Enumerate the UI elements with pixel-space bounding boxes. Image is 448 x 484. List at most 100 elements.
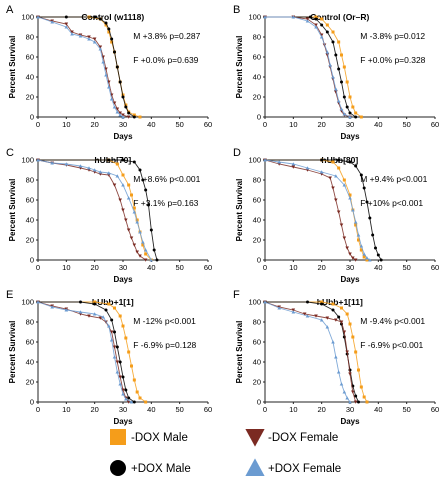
- data-point: [277, 160, 281, 164]
- data-point: [340, 80, 343, 84]
- data-point: [70, 32, 74, 36]
- data-point: [155, 258, 159, 262]
- data-point: [291, 162, 296, 166]
- panel-e: E 0 10 20 30 40 50 60 0 20 40 60 80 100 Days Percent Su…: [6, 289, 212, 426]
- x-axis-label: Days: [113, 275, 133, 284]
- x-tick-label: 40: [374, 120, 382, 129]
- data-point: [374, 246, 377, 250]
- data-point: [135, 218, 139, 222]
- data-point: [331, 340, 335, 344]
- data-point: [379, 258, 383, 262]
- data-point: [104, 21, 108, 25]
- data-point: [331, 302, 335, 306]
- data-point: [87, 166, 91, 170]
- data-point: [121, 173, 125, 177]
- x-tick-label: 50: [175, 120, 183, 129]
- y-tick-label: 40: [26, 358, 34, 367]
- data-point: [336, 99, 341, 103]
- x-tick-label: 20: [317, 120, 325, 129]
- data-point: [92, 168, 97, 172]
- data-point: [348, 252, 352, 256]
- data-point: [132, 210, 137, 214]
- legend-label: +DOX Male: [131, 463, 191, 475]
- series--dox-male: [36, 300, 136, 404]
- stat-annotation: F +0.0% p=0.639: [133, 55, 198, 65]
- data-point: [93, 302, 97, 306]
- panel-letter: F: [233, 289, 240, 301]
- data-point: [337, 315, 341, 319]
- data-point: [362, 395, 366, 399]
- x-tick-label: 30: [119, 120, 127, 129]
- data-point: [110, 37, 114, 41]
- data-point: [107, 302, 111, 306]
- data-point: [319, 318, 324, 322]
- legend-label: -DOX Female: [268, 432, 338, 444]
- data-point: [319, 170, 324, 174]
- data-point: [320, 17, 324, 21]
- data-point: [325, 50, 330, 54]
- data-point: [98, 47, 103, 51]
- data-point: [331, 75, 335, 79]
- data-point: [118, 113, 122, 117]
- series-line: [265, 16, 362, 118]
- data-point: [121, 375, 125, 379]
- y-tick-label: 100: [21, 13, 34, 22]
- data-point: [305, 314, 310, 318]
- data-point: [339, 223, 344, 227]
- data-point: [135, 390, 139, 394]
- series--dox-male: [36, 15, 136, 119]
- data-point: [376, 253, 380, 257]
- data-point: [124, 105, 128, 109]
- data-point: [337, 40, 341, 44]
- series--dox-male: [263, 158, 383, 262]
- data-point: [110, 318, 114, 322]
- panel-letter: D: [233, 147, 241, 159]
- data-point: [325, 325, 330, 329]
- y-tick-label: 20: [26, 378, 34, 387]
- x-tick-label: 10: [62, 120, 70, 129]
- x-tick-label: 40: [374, 405, 382, 414]
- x-tick-label: 30: [346, 405, 354, 414]
- chart-title: hUbb+1[1]: [92, 297, 134, 307]
- data-point: [126, 115, 131, 119]
- data-point: [138, 396, 142, 400]
- data-point: [325, 23, 329, 27]
- x-axis-label: Days: [340, 417, 360, 426]
- data-point: [305, 17, 310, 21]
- x-tick-label: 50: [402, 405, 410, 414]
- data-point: [359, 385, 363, 389]
- data-point: [331, 160, 335, 164]
- data-point: [112, 183, 117, 187]
- data-point: [348, 322, 352, 326]
- data-point: [314, 23, 318, 27]
- panel-f: F 0 10 20 30 40 50 60 0 20 40 60 80 100 Days Percent Su…: [233, 289, 439, 426]
- y-tick-label: 40: [253, 358, 261, 367]
- data-point: [92, 312, 97, 316]
- data-point: [78, 310, 83, 314]
- legend-marker-triangle-up: [245, 458, 265, 476]
- y-tick-label: 60: [26, 196, 34, 205]
- data-point: [121, 115, 125, 119]
- chart-title: Control (w1118): [81, 12, 144, 22]
- x-tick-label: 30: [346, 263, 354, 272]
- data-point: [320, 23, 324, 27]
- data-point: [126, 196, 131, 200]
- data-point: [353, 258, 358, 262]
- y-tick-label: 20: [26, 236, 34, 245]
- data-point: [368, 216, 372, 220]
- x-tick-label: 20: [317, 405, 325, 414]
- data-point: [64, 308, 69, 312]
- stat-annotation: M +3.8% p=0.287: [133, 31, 200, 41]
- y-tick-label: 0: [30, 398, 34, 407]
- data-point: [354, 394, 358, 398]
- x-tick-label: 0: [263, 120, 267, 129]
- data-point: [348, 111, 352, 115]
- data-point: [359, 244, 364, 248]
- x-tick-label: 0: [36, 263, 40, 272]
- x-tick-label: 10: [289, 405, 297, 414]
- data-point: [348, 193, 352, 197]
- panel-letter: A: [6, 4, 14, 16]
- data-point: [107, 85, 111, 89]
- data-point: [291, 15, 296, 19]
